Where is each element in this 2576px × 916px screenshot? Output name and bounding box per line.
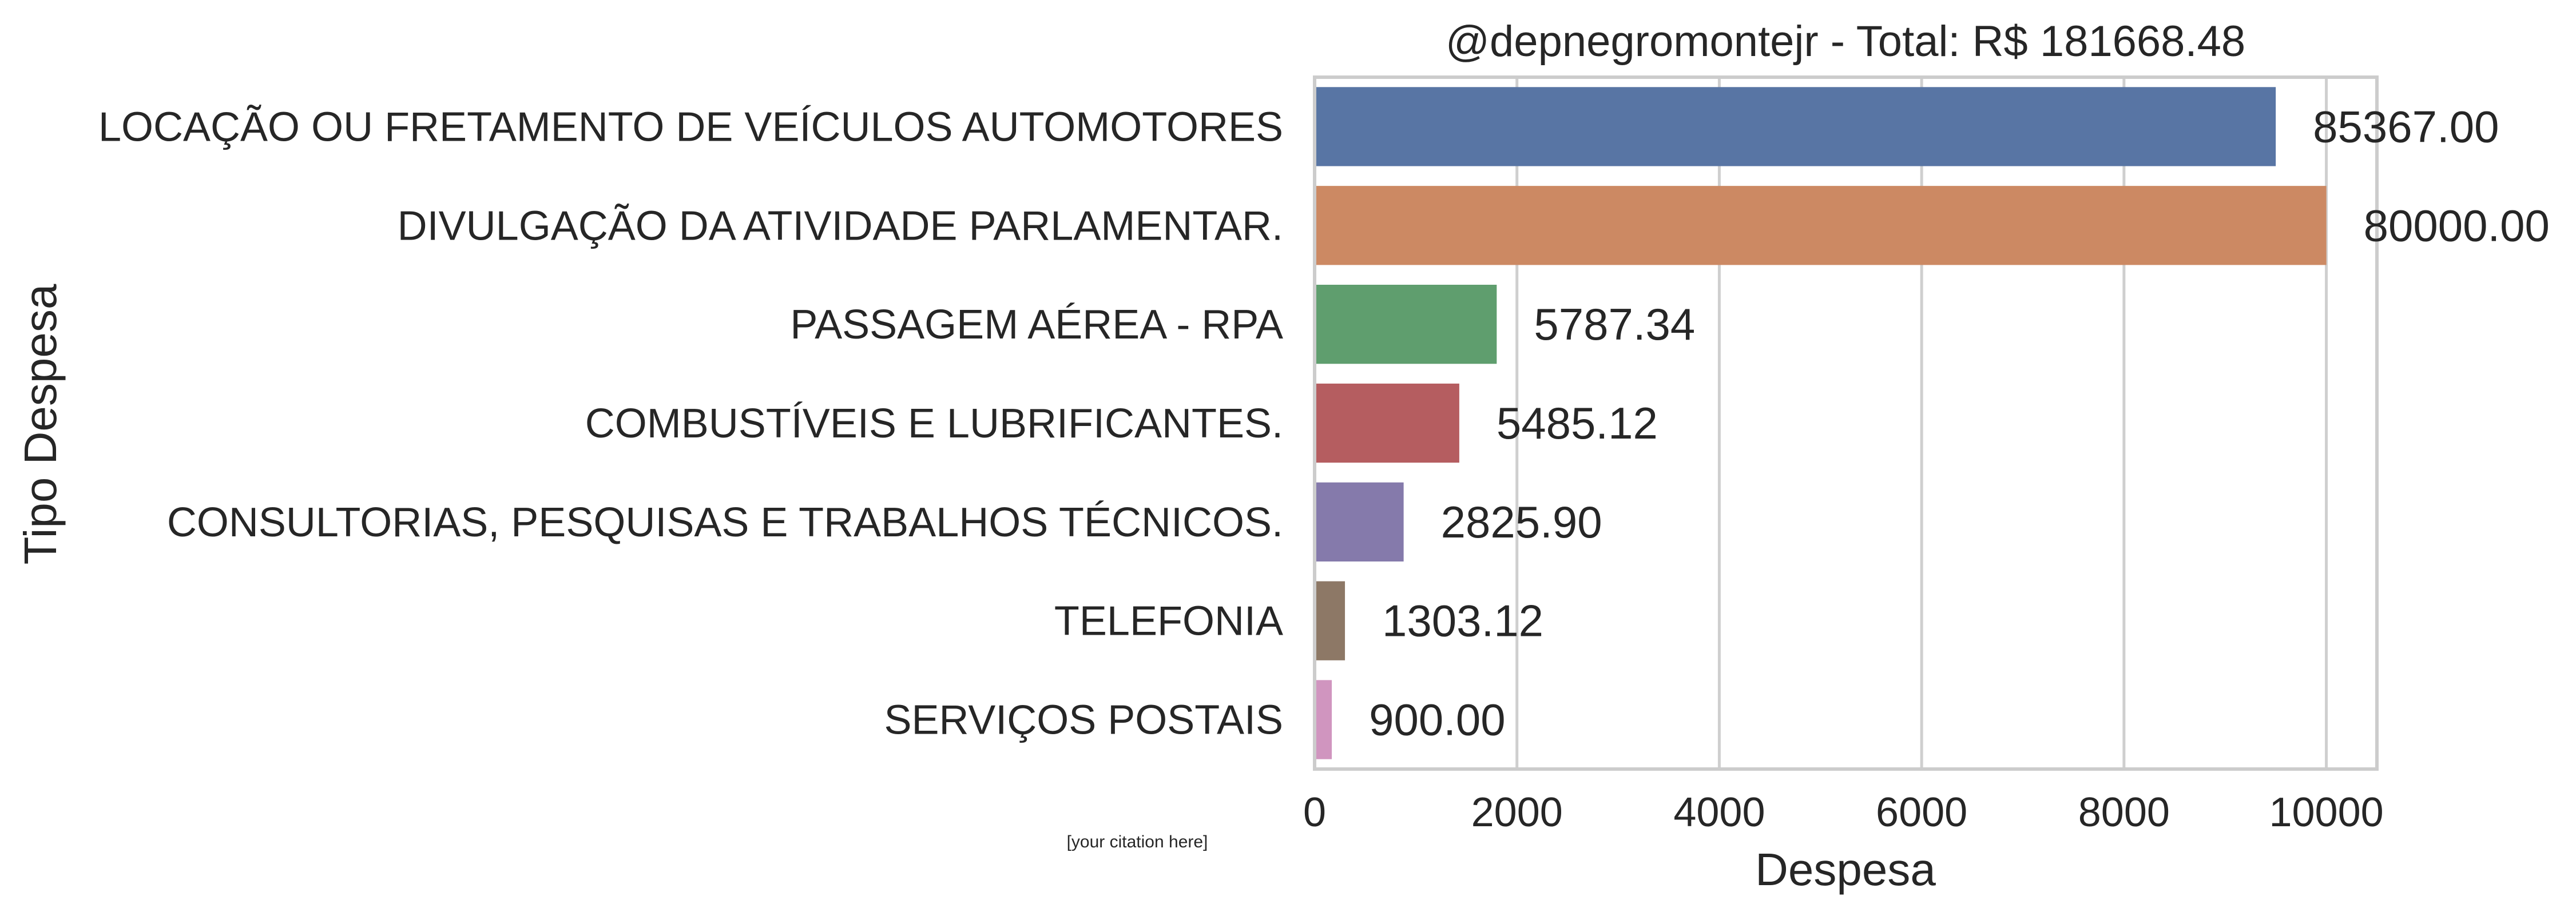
grid-lines [1313, 77, 2328, 769]
x-tick-label-0: 0 [1303, 790, 1326, 835]
x-tick-label-3: 6000 [1876, 790, 1967, 835]
chart-title: @depnegromontejr - Total: R$ 181668.48 [1446, 17, 2245, 66]
bar-0 [1315, 87, 2276, 166]
bars [1315, 87, 2327, 759]
category-label-2: PASSAGEM AÉREA - RPA [790, 302, 1283, 348]
y-axis-title: Tipo Despesa [15, 284, 66, 564]
x-tick-label-5: 10000 [2269, 790, 2383, 835]
category-label-4: CONSULTORIAS, PESQUISAS E TRABALHOS TÉCN… [167, 500, 1283, 545]
category-label-5: TELEFONIA [1054, 599, 1283, 644]
x-tick-label-1: 2000 [1471, 790, 1563, 835]
bar-6 [1315, 680, 1332, 759]
bar-3 [1315, 383, 1459, 463]
data-label-6: 900.00 [1369, 695, 1506, 745]
data-label-1: 80000.00 [2364, 200, 2550, 250]
category-label-0: LOCAÇÃO OU FRETAMENTO DE VEÍCULOS AUTOMO… [98, 104, 1283, 150]
category-label-6: SERVIÇOS POSTAIS [884, 698, 1283, 743]
data-label-5: 1303.12 [1382, 596, 1543, 646]
bar-1 [1315, 186, 2327, 265]
data-label-2: 5787.34 [1534, 299, 1695, 349]
plot-frame [1313, 75, 2379, 771]
category-label-3: COMBUSTÍVEIS E LUBRIFICANTES. [585, 401, 1283, 447]
x-axis-title: Despesa [1755, 844, 1936, 895]
citation-note: [your citation here] [1067, 833, 1208, 851]
x-tick-labels: 0 2000 4000 6000 8000 10000 [1303, 790, 2384, 835]
x-tick-label-4: 8000 [2078, 790, 2170, 835]
category-label-1: DIVULGAÇÃO DA ATIVIDADE PARLAMENTAR. [398, 203, 1283, 249]
x-tick-label-2: 4000 [1673, 790, 1765, 835]
data-label-3: 5485.12 [1497, 398, 1658, 448]
data-label-4: 2825.90 [1441, 497, 1602, 547]
category-labels: LOCAÇÃO OU FRETAMENTO DE VEÍCULOS AUTOMO… [98, 104, 1283, 743]
bar-5 [1315, 581, 1345, 660]
data-label-0: 85367.00 [2313, 101, 2499, 152]
bar-4 [1315, 482, 1404, 561]
data-labels: 85367.00 80000.00 5787.34 5485.12 2825.90 130… [1369, 101, 2550, 744]
bar-2 [1315, 285, 1497, 364]
